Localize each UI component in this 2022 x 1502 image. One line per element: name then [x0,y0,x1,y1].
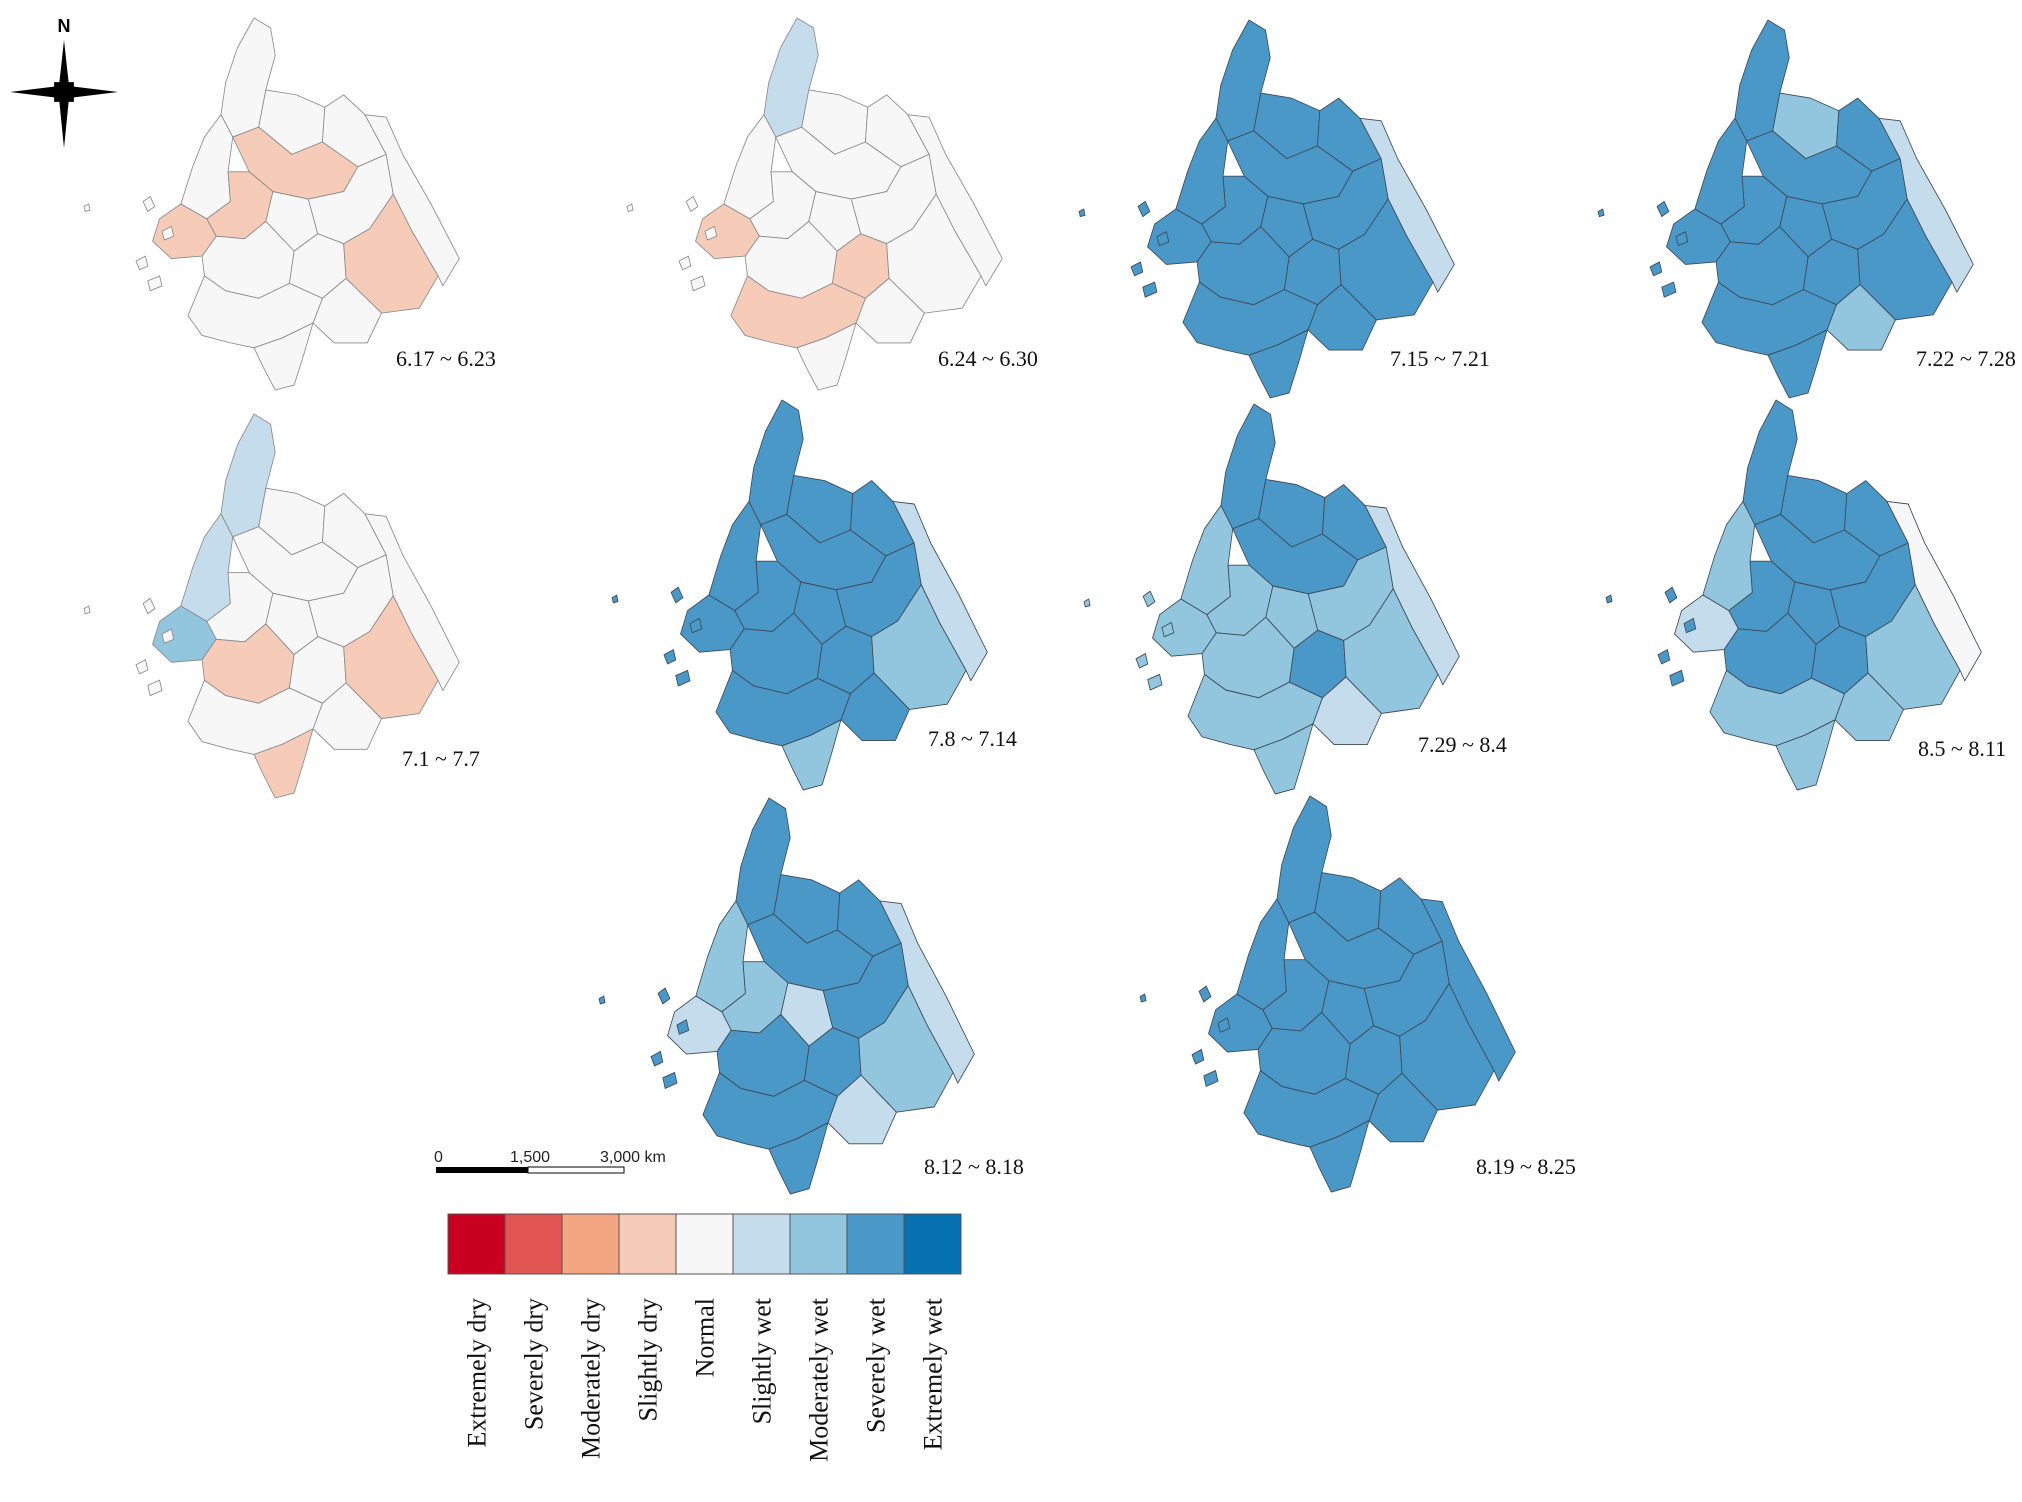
map-panel [626,17,1003,391]
period-label: 6.24 ~ 6.30 [938,346,1038,371]
legend-label: Extremely wet [919,1297,948,1450]
legend-swatch [447,1213,506,1275]
map-panel [83,17,460,391]
legend-label: Extremely dry [463,1298,492,1447]
scale-bar-segment [527,1166,625,1174]
legend-label: Normal [691,1298,720,1377]
map-panel [83,413,460,799]
map-panels: 6.17 ~ 6.23 6.24 ~ 6.30 7.15 ~ 7.21 7.22… [83,17,2016,1195]
legend-swatch [504,1213,563,1275]
legend-swatch [732,1213,791,1275]
period-label: 7.15 ~ 7.21 [1390,346,1490,371]
panel-regions [626,17,1003,391]
scale-tick-label: 0 [434,1149,443,1166]
basin-region [180,114,234,220]
legend-swatch [789,1213,848,1275]
map-panel [1083,403,1460,795]
panel-regions [1083,403,1460,795]
basin-region [1180,504,1234,616]
scale-tick-label: 3,000 km [600,1149,666,1166]
map-panel [1139,795,1516,1193]
basin-region [723,114,777,220]
legend-swatch [846,1213,905,1275]
period-label: 7.1 ~ 7.7 [402,746,480,771]
panel-regions [1078,19,1455,399]
basin-region [1175,117,1229,225]
legend-label: Slightly wet [748,1297,777,1424]
period-label: 6.17 ~ 6.23 [396,346,496,371]
legend-label: Severely wet [862,1297,891,1433]
scale-tick-label: 1,500 [510,1149,550,1166]
period-label: 8.5 ~ 8.11 [1918,736,2006,761]
scale-bar: 0 1,500 3,000 km [434,1149,666,1174]
legend-swatch [903,1213,962,1275]
basin-region [1694,117,1748,225]
legend-label: Slightly dry [634,1298,663,1422]
period-label: 8.12 ~ 8.18 [924,1154,1024,1179]
period-label: 7.29 ~ 8.4 [1418,732,1507,757]
scale-bar-segment [436,1167,528,1173]
panel-regions [1605,399,1982,791]
basin-region [695,900,749,1013]
legend-swatch [561,1213,620,1275]
basin-region [1702,500,1756,612]
panel-regions [1597,19,1974,399]
legend-label: Moderately dry [577,1298,606,1459]
panel-regions [83,413,460,799]
map-panel [1597,19,1974,399]
basin-region [708,500,762,612]
period-label: 7.22 ~ 7.28 [1916,346,2016,371]
basin-region [180,513,234,622]
basin-region [1236,898,1290,1011]
legend-label: Severely dry [520,1298,549,1430]
legend-swatch [618,1213,677,1275]
period-label: 7.8 ~ 7.14 [928,726,1017,751]
map-panel [1605,399,1982,791]
legend: Extremely dry Severely dry Moderately dry S… [447,1213,962,1462]
panel-regions [83,17,460,391]
map-panel [598,797,975,1195]
map-panel [1078,19,1455,399]
panel-regions [598,797,975,1195]
legend-swatch [675,1213,734,1275]
period-label: 8.19 ~ 8.25 [1476,1154,1576,1179]
panel-regions [1139,795,1516,1193]
legend-label: Moderately wet [805,1297,834,1462]
north-label: N [58,16,71,36]
north-arrow: N [10,16,118,148]
